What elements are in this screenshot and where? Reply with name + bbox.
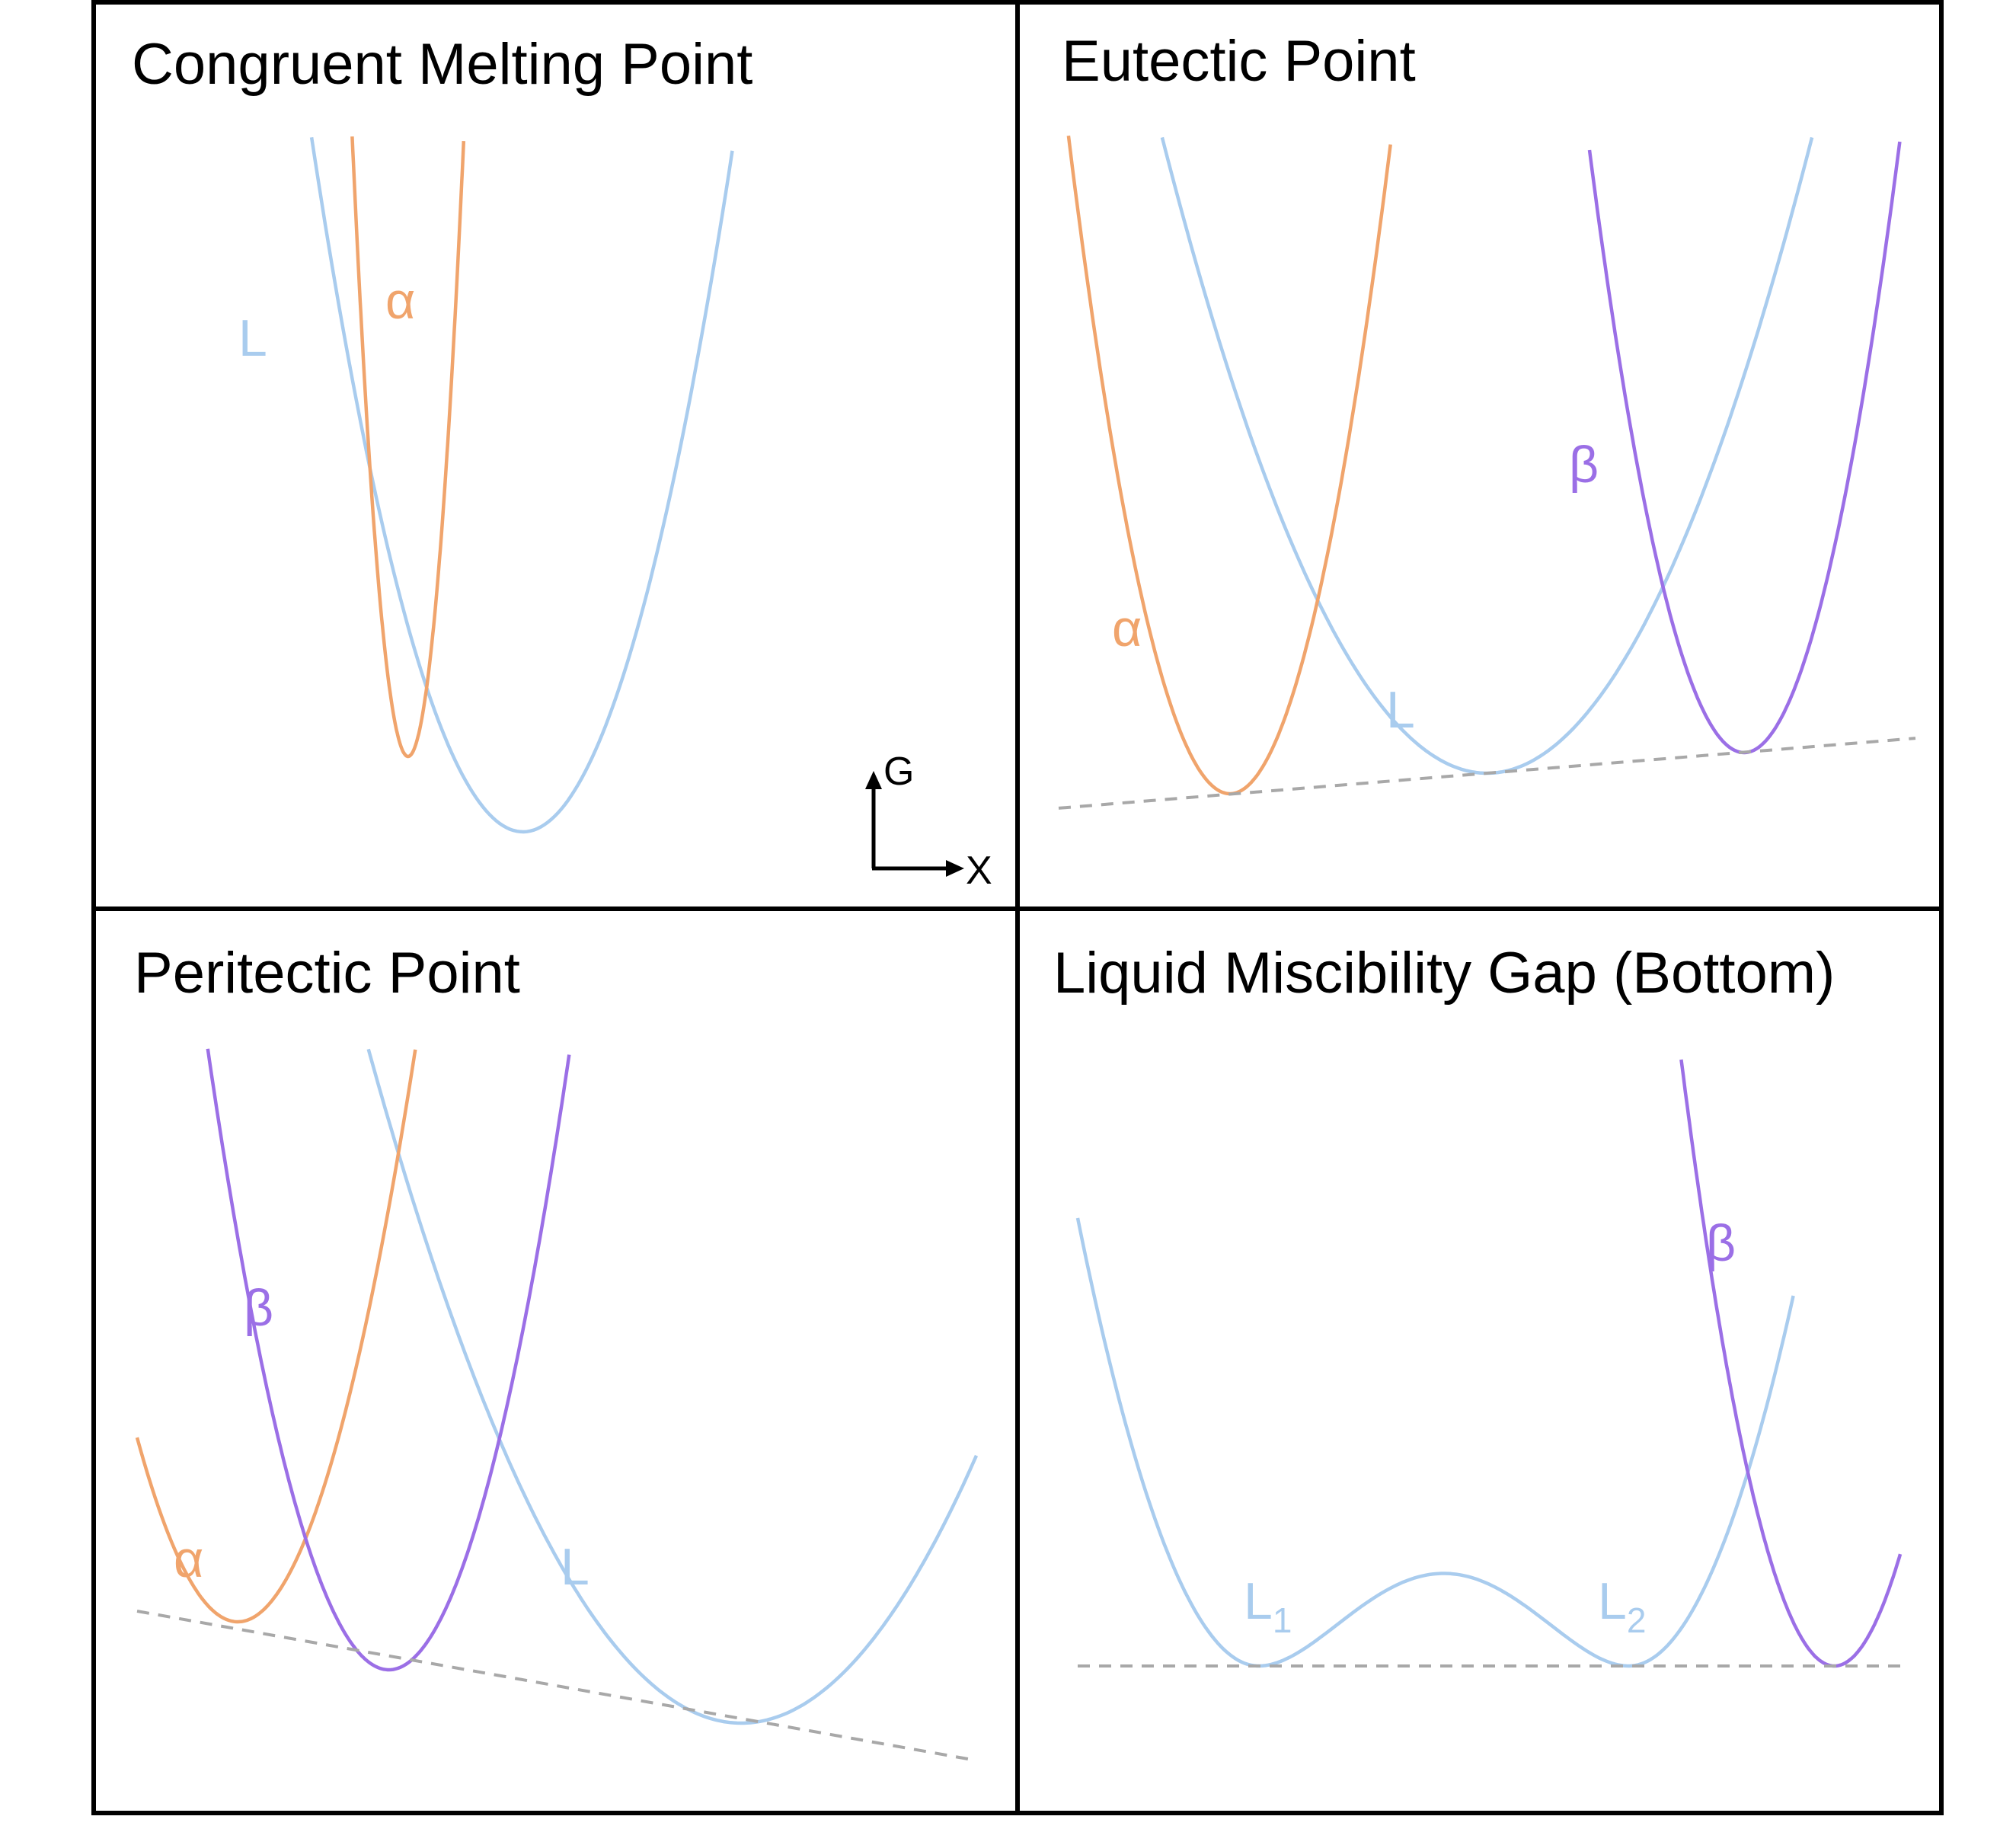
panel-title-peritectic: Peritectic Point: [134, 941, 520, 1006]
x-axis-arrowhead: [946, 860, 964, 877]
label-liquid-eutectic: L: [1386, 681, 1415, 739]
label-liquid-congruent: L: [238, 309, 267, 367]
figure-frame: [91, 0, 1944, 1815]
panel-title-miscibility: Liquid Miscibility Gap (Bottom): [1053, 941, 1835, 1006]
common-tangent-peritectic-0: [136, 1610, 977, 1762]
common-tangent-eutectic-0: [1058, 737, 1916, 810]
panel-miscibility-gap: Liquid Miscibility Gap (Bottom) L1 L2 β: [1053, 941, 1903, 1668]
label-liquid-2: L2: [1598, 1572, 1646, 1640]
label-liquid-1-sub: 1: [1273, 1600, 1292, 1640]
curve-miscibility-beta: [1679, 1059, 1903, 1668]
panel-congruent-melting: Congruent Melting Point L α G X: [132, 32, 992, 893]
label-beta-eutectic: β: [1569, 436, 1599, 494]
curves-eutectic: [1058, 135, 1916, 810]
label-liquid-2-sub: 2: [1627, 1600, 1647, 1640]
curves-congruent: [309, 136, 734, 834]
panel-peritectic: Peritectic Point β α L: [134, 941, 979, 1762]
curve-eutectic-beta: [1587, 141, 1902, 755]
curve-peritectic-liquid: [366, 1048, 979, 1725]
panel-title-congruent: Congruent Melting Point: [132, 32, 752, 97]
label-alpha-peritectic: α: [174, 1530, 203, 1588]
curve-miscibility-liquid: [1075, 1217, 1795, 1668]
label-liquid-1-main: L: [1244, 1572, 1273, 1630]
curve-peritectic-beta: [206, 1048, 571, 1672]
x-axis-label: X: [966, 849, 992, 893]
label-liquid-1: L1: [1244, 1572, 1292, 1640]
curves-miscibility: [1075, 1059, 1903, 1668]
g-axis-arrowhead: [865, 771, 882, 789]
label-alpha-congruent: α: [385, 272, 415, 330]
label-alpha-eutectic: α: [1112, 600, 1142, 657]
g-axis-label: G: [883, 750, 914, 794]
label-beta-miscibility: β: [1706, 1214, 1736, 1272]
curve-peritectic-alpha: [135, 1049, 417, 1624]
curve-congruent-liquid: [309, 136, 734, 834]
curve-congruent-alpha: [350, 136, 466, 759]
curves-peritectic: [135, 1048, 979, 1762]
curve-eutectic-liquid: [1160, 136, 1814, 775]
curve-eutectic-alpha: [1066, 135, 1392, 796]
panel-title-eutectic: Eutectic Point: [1062, 29, 1416, 94]
label-liquid-peritectic: L: [561, 1538, 589, 1596]
label-liquid-2-main: L: [1598, 1572, 1627, 1630]
label-beta-peritectic: β: [244, 1279, 273, 1337]
axis-legend: G X: [865, 750, 992, 893]
panel-eutectic: Eutectic Point α L β: [1058, 29, 1916, 810]
